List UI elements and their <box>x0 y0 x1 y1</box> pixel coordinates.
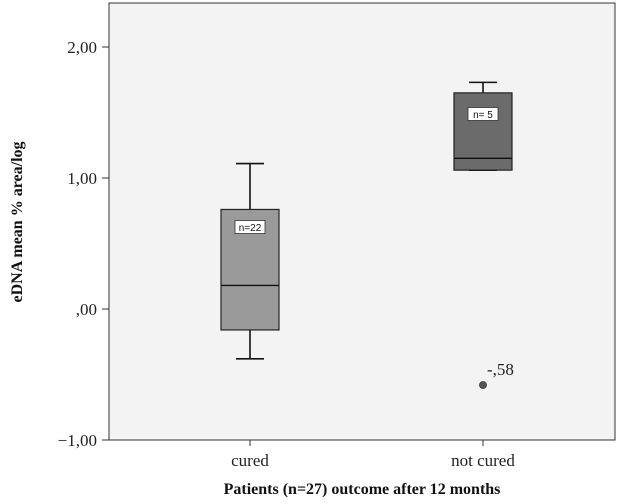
box-0: n=22 <box>220 162 280 360</box>
boxes: n=22 n= 5 <box>220 81 513 360</box>
x-tick-label: cured <box>231 451 269 470</box>
y-axis-title: eDNA mean % area/log <box>9 141 26 302</box>
box-rect <box>453 92 513 171</box>
outlier-label: -,58 <box>487 360 514 379</box>
outlier-point <box>479 381 487 389</box>
n-label: n= 5 <box>473 110 493 121</box>
y-tick-label: 2,00 <box>67 38 97 57</box>
box-1: n= 5 <box>453 81 513 171</box>
y-tick-label: 1,00 <box>67 169 97 188</box>
n-label-box <box>467 107 499 121</box>
y-tick-label: −1,00 <box>58 431 97 450</box>
n-label-box <box>234 220 266 234</box>
plot-area <box>108 2 616 441</box>
y-tick-label: ,00 <box>76 300 97 319</box>
x-axis: cured not cured <box>231 440 515 470</box>
outliers: -,58 <box>479 360 514 389</box>
n-label: n=22 <box>239 223 262 234</box>
x-tick-label: not cured <box>451 451 515 470</box>
x-axis-title: Patients (n=27) outcome after 12 months <box>224 481 501 498</box>
y-axis: 2,00 1,00 ,00 −1,00 <box>58 38 109 450</box>
